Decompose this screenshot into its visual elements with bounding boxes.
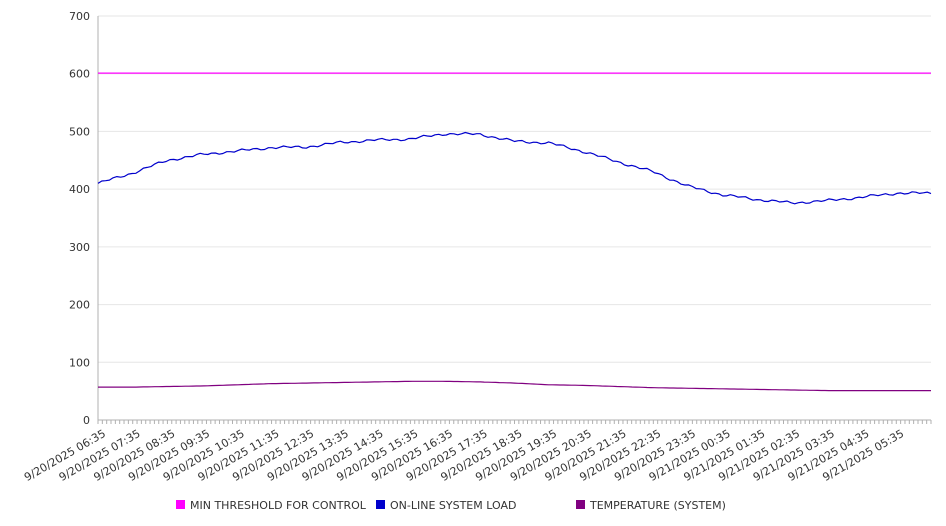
y-tick-label: 700 (69, 10, 90, 23)
y-tick-labels: 0 100 200 300 400 500 600 700 (69, 10, 90, 427)
legend-label: TEMPERATURE (SYSTEM) (589, 499, 726, 512)
legend-swatch (176, 500, 185, 509)
legend: MIN THRESHOLD FOR CONTROL ON-LINE SYSTEM … (176, 499, 726, 512)
legend-swatch (576, 500, 585, 509)
series-line (97, 131, 932, 205)
legend-label: ON-LINE SYSTEM LOAD (390, 499, 516, 512)
y-tick-label: 400 (69, 183, 90, 196)
legend-label: MIN THRESHOLD FOR CONTROL (190, 499, 367, 512)
legend-swatch (376, 500, 385, 509)
y-tick-label: 200 (69, 299, 90, 312)
grid-lines (98, 15, 931, 363)
y-tick-label: 300 (69, 241, 90, 254)
y-tick-label: 0 (83, 414, 90, 427)
y-tick-label: 600 (69, 68, 90, 81)
y-tick-label: 500 (69, 125, 90, 138)
series-line (98, 380, 931, 392)
series-lines (97, 72, 932, 392)
axes (97, 16, 932, 424)
x-tick-labels: 9/20/2025 06:359/20/2025 07:359/20/2025 … (22, 427, 906, 484)
y-tick-label: 100 (69, 356, 90, 369)
